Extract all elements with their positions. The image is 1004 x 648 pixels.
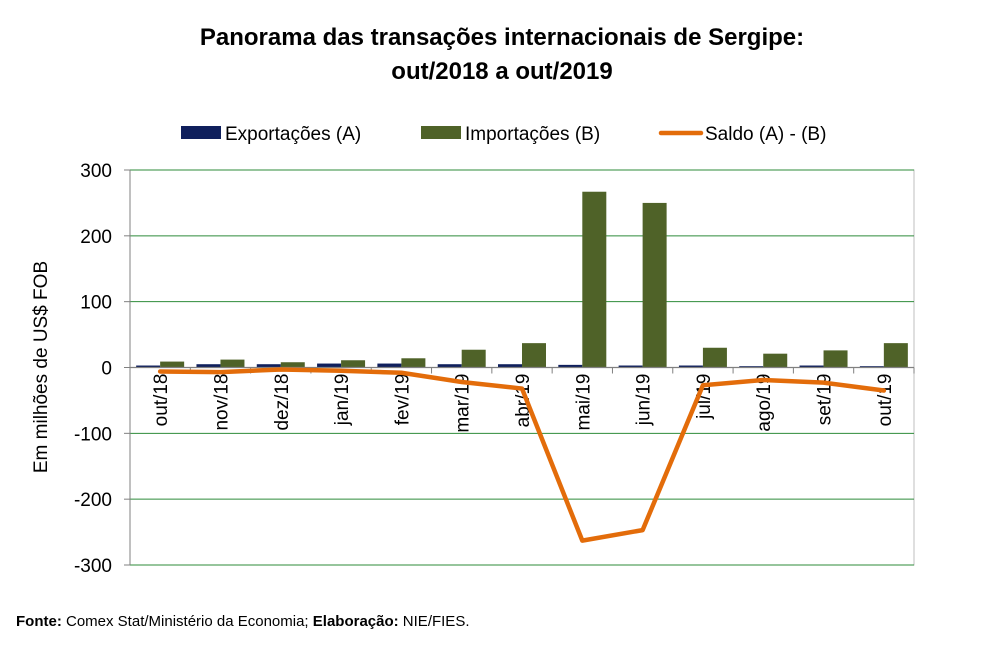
chart-title-line2: out/2018 a out/2019	[391, 58, 612, 85]
bar-exportacoes	[317, 363, 342, 368]
y-axis-ticks: 300 200 100 0 -100 -200 -300	[74, 161, 131, 577]
bar-importacoes	[763, 353, 788, 368]
bar-exportacoes	[799, 365, 824, 368]
saldo-polyline	[157, 367, 887, 543]
bars	[136, 191, 908, 368]
chart-title-line1: Panorama das transações internacionais d…	[200, 24, 804, 51]
bar-importacoes	[280, 362, 305, 368]
x-tick-label: abr/19	[513, 374, 534, 428]
y-tick-label: 300	[80, 161, 112, 182]
y-tick-label: 0	[101, 359, 112, 380]
bar-exportacoes	[196, 364, 221, 368]
footer-source: Fonte: Comex Stat/Ministério da Economia…	[16, 613, 470, 630]
x-tick-label: dez/18	[272, 374, 293, 431]
x-tick-label: set/19	[815, 374, 836, 426]
bar-exportacoes	[678, 365, 703, 368]
bar-importacoes	[341, 360, 366, 368]
y-tick-label: -200	[74, 490, 112, 511]
bar-exportacoes	[256, 364, 281, 368]
bar-importacoes	[823, 350, 848, 368]
y-tick-label: 200	[80, 227, 112, 248]
source-text: Comex Stat/Ministério da Economia;	[61, 613, 313, 630]
elaboration-label: Elaboração:	[312, 613, 399, 630]
legend: Exportações (A) Importações (B) Saldo (A) …	[181, 124, 826, 145]
saldo-line	[157, 367, 887, 543]
elaboration-text: NIE/FIES.	[398, 613, 470, 630]
y-tick-label: -100	[74, 424, 112, 445]
bar-exportacoes	[558, 364, 583, 368]
x-tick-label: out/18	[151, 374, 172, 427]
x-tick-label: nov/18	[211, 374, 232, 431]
legend-swatch-importacoes	[421, 126, 461, 139]
bar-exportacoes	[136, 365, 161, 368]
y-tick-label: -300	[74, 556, 112, 577]
bar-importacoes	[461, 349, 486, 368]
bar-exportacoes	[739, 366, 764, 368]
bar-exportacoes	[377, 363, 402, 368]
source-label: Fonte:	[16, 613, 62, 630]
legend-label: Saldo (A) - (B)	[705, 124, 826, 145]
legend-label: Importações (B)	[465, 124, 600, 145]
bar-importacoes	[220, 359, 245, 368]
bar-importacoes	[582, 191, 607, 368]
bar-importacoes	[702, 347, 727, 368]
legend-label: Exportações (A)	[225, 124, 361, 145]
x-tick-label: out/19	[875, 374, 896, 427]
bar-importacoes	[160, 361, 185, 368]
bar-importacoes	[883, 343, 908, 368]
bar-importacoes	[642, 202, 667, 368]
x-tick-label: jun/19	[634, 374, 655, 427]
bar-exportacoes	[437, 364, 462, 368]
x-tick-label: jan/19	[332, 374, 353, 427]
bar-exportacoes	[618, 365, 643, 368]
bar-exportacoes	[859, 366, 884, 368]
bar-importacoes	[522, 343, 546, 368]
bar-importacoes	[401, 358, 426, 368]
x-axis-ticks: out/18 nov/18 dez/18 jan/19 fev/19 mar/19 abr/…	[151, 374, 896, 433]
y-axis-label: Em milhões de US$ FOB	[31, 261, 52, 473]
legend-swatch-exportacoes	[181, 126, 221, 139]
x-tick-label: mar/19	[453, 374, 474, 433]
x-tick-label: fev/19	[392, 374, 413, 426]
x-tick-label: ago/19	[754, 374, 775, 432]
bar-exportacoes	[498, 364, 522, 368]
y-tick-label: 100	[80, 293, 112, 314]
x-tick-label: mai/19	[573, 374, 594, 431]
